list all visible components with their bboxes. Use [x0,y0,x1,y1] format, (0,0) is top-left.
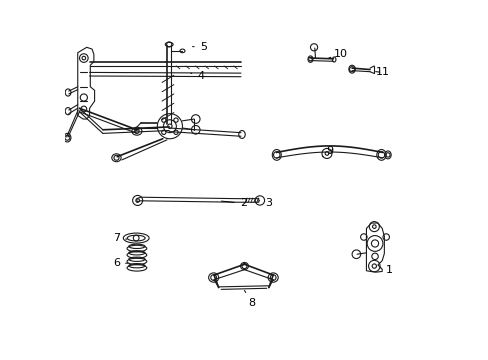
Text: 10: 10 [328,49,347,59]
Text: 1: 1 [380,265,392,275]
Text: 6: 6 [113,258,128,268]
Polygon shape [78,47,94,119]
Text: 5: 5 [192,42,206,52]
Text: 7: 7 [113,233,126,243]
Polygon shape [366,223,384,272]
Text: 9: 9 [322,146,332,157]
Polygon shape [137,197,258,202]
Text: 8: 8 [244,291,255,308]
Text: 4: 4 [190,71,204,81]
Text: 3: 3 [259,198,271,208]
Text: 11: 11 [375,67,389,77]
Text: 2: 2 [221,198,246,208]
